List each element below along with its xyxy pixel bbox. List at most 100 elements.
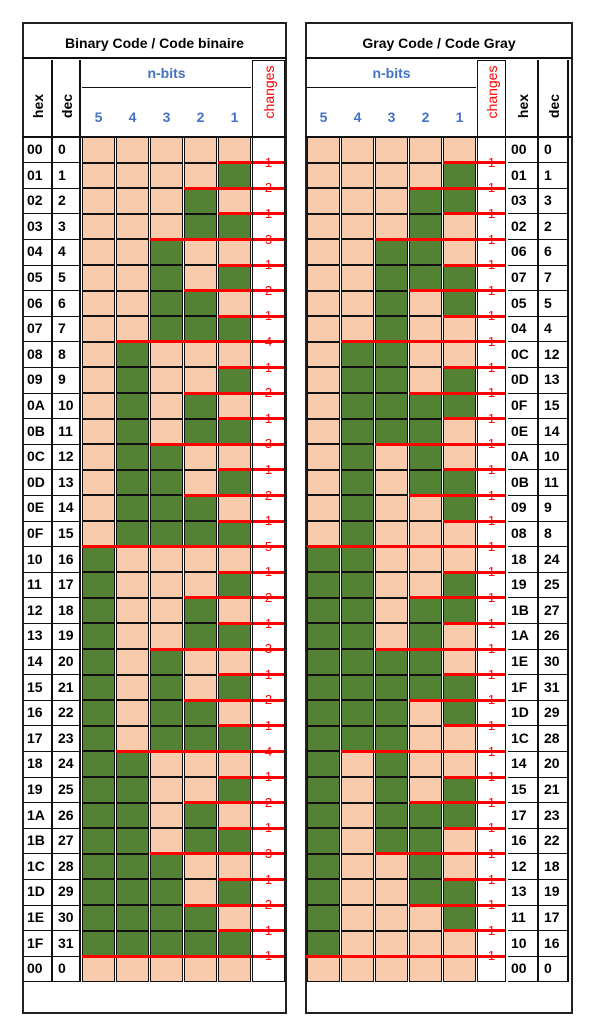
binary-bit-header-5: 5 — [94, 109, 103, 125]
gray-bit-cell — [443, 316, 476, 342]
gray-bit-cell — [341, 725, 374, 752]
gray-changes-value: 1 — [487, 180, 496, 196]
gray-hex-cell: 11 — [511, 909, 526, 925]
gray-changes-value: 1 — [487, 538, 496, 554]
binary-hex-cell: 07 — [27, 320, 43, 337]
gray-bit-cell — [307, 162, 340, 189]
gray-bit-cell — [375, 469, 408, 496]
gray-bit-cell — [307, 777, 340, 803]
gray-hex-cell: 0E — [511, 422, 529, 439]
gray-hex-cell: 1F — [511, 678, 528, 695]
binary-change-line — [218, 365, 285, 369]
binary-dec-cell: 12 — [58, 448, 74, 465]
binary-changes-value: 1 — [264, 666, 273, 682]
gray-changes-value: 1 — [487, 692, 496, 708]
binary-change-line — [82, 954, 285, 958]
gray-change-line — [409, 289, 506, 293]
binary-dec-cell: 15 — [58, 525, 74, 541]
gray-changes-value: 1 — [487, 334, 496, 349]
gray-bit-cell — [443, 879, 476, 905]
gray-changes-value: 1 — [487, 948, 496, 964]
gray-bit-header-5: 5 — [319, 109, 328, 125]
gray-dec-cell: 21 — [544, 781, 560, 797]
binary-bit-cell — [218, 265, 251, 291]
gray-bit-cell — [307, 649, 340, 675]
binary-hex-cell: 0F — [27, 525, 44, 541]
gray-bit-cell — [409, 290, 442, 317]
gray-changes-value: 1 — [487, 359, 496, 375]
gray-bit-cell — [375, 265, 408, 291]
gray-bit-cell — [341, 853, 374, 880]
binary-bit-cell — [184, 649, 217, 675]
gray-bit-cell — [443, 674, 476, 701]
binary-hex-cell: 16 — [27, 704, 43, 721]
gray-change-line — [443, 212, 506, 216]
gray-bit-cell — [409, 572, 442, 598]
binary-changes-value: 1 — [264, 718, 273, 733]
gray-bit-cell — [375, 802, 408, 829]
binary-change-line — [218, 877, 285, 881]
gray-bit-cell — [375, 367, 408, 393]
gray-bit-cell — [307, 137, 340, 163]
gray-hex-cell: 0C — [511, 345, 529, 362]
gray-bit-cell — [341, 495, 374, 521]
gray-bit-cell — [409, 700, 442, 726]
gray-bit-cell — [375, 213, 408, 240]
binary-changes-value: 1 — [264, 462, 273, 477]
binary-bit-cell — [82, 674, 115, 701]
binary-bit-cell — [82, 341, 115, 368]
gray-bit-cell — [443, 751, 476, 777]
binary-bit-cell — [184, 393, 217, 419]
binary-changes-value: 1 — [264, 820, 273, 836]
binary-changes-value: 1 — [264, 948, 273, 964]
gray-bit-cell — [375, 546, 408, 573]
gray-changes-value: 1 — [487, 666, 496, 682]
binary-bit-cell — [218, 521, 251, 547]
binary-dec-cell: 26 — [58, 806, 74, 823]
binary-change-line — [184, 698, 285, 702]
binary-bit-cell — [116, 393, 149, 419]
gray-bit-cell — [341, 137, 374, 163]
gray-bit-cell — [375, 751, 408, 777]
gray-bit-cell — [375, 290, 408, 317]
gray-bit-cell — [375, 393, 408, 419]
binary-dec-cell: 23 — [58, 729, 74, 746]
gray-title-rule — [305, 57, 573, 59]
binary-bit-cell — [218, 137, 251, 163]
gray-change-line — [443, 263, 506, 267]
gray-change-line — [443, 826, 506, 830]
gray-changes-value: 1 — [487, 513, 496, 529]
binary-nbits-header: n-bits — [147, 65, 186, 81]
binary-bit-cell — [150, 751, 183, 777]
gray-dec-cell: 18 — [544, 857, 560, 874]
gray-bit-cell — [341, 290, 374, 317]
binary-bit-cell — [184, 188, 217, 214]
binary-bit-cell — [116, 700, 149, 726]
gray-hex-cell: 10 — [511, 934, 527, 951]
binary-hex-cell: 00 — [27, 141, 43, 157]
binary-changes-value: 1 — [264, 513, 273, 529]
binary-dec-cell: 20 — [58, 653, 74, 669]
gray-hex-cell: 00 — [511, 960, 527, 977]
binary-bit-cell — [116, 290, 149, 317]
binary-bit-cell — [218, 162, 251, 189]
binary-hex-cell: 1E — [27, 909, 45, 925]
gray-hex-header: hex — [515, 93, 531, 119]
gray-changes-value: 1 — [487, 385, 496, 401]
gray-change-line — [443, 877, 506, 881]
binary-changes-value: 2 — [264, 590, 273, 605]
binary-bit-cell — [116, 930, 149, 957]
binary-changes-value: 1 — [264, 922, 273, 938]
binary-changes-value: 1 — [264, 615, 273, 631]
gray-changes-value: 1 — [487, 436, 496, 452]
binary-dec-cell: 0 — [58, 960, 66, 977]
binary-bit-cell — [218, 469, 251, 496]
gray-bit-cell — [307, 700, 340, 726]
binary-dec-cell: 10 — [58, 397, 74, 413]
gray-dec-cell: 14 — [544, 422, 560, 439]
gray-change-line — [443, 417, 506, 421]
binary-bit-cell — [82, 751, 115, 777]
gray-bit-cell — [307, 597, 340, 624]
gray-bit-cell — [341, 367, 374, 393]
gray-changes-value: 1 — [487, 846, 496, 861]
